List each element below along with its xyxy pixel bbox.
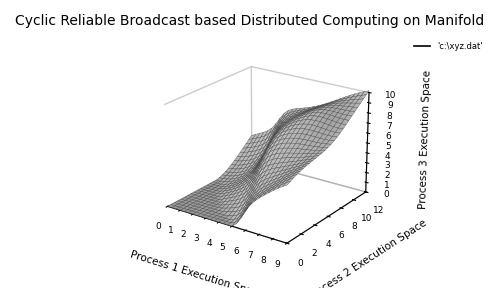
- X-axis label: Process 1 Execution Space: Process 1 Execution Space: [129, 249, 264, 288]
- Legend: 'c:\xyz.dat': 'c:\xyz.dat': [410, 39, 486, 54]
- Text: Cyclic Reliable Broadcast based Distributed Computing on Manifold: Cyclic Reliable Broadcast based Distribu…: [16, 14, 484, 29]
- Y-axis label: Process 2 Execution Space: Process 2 Execution Space: [306, 218, 428, 288]
